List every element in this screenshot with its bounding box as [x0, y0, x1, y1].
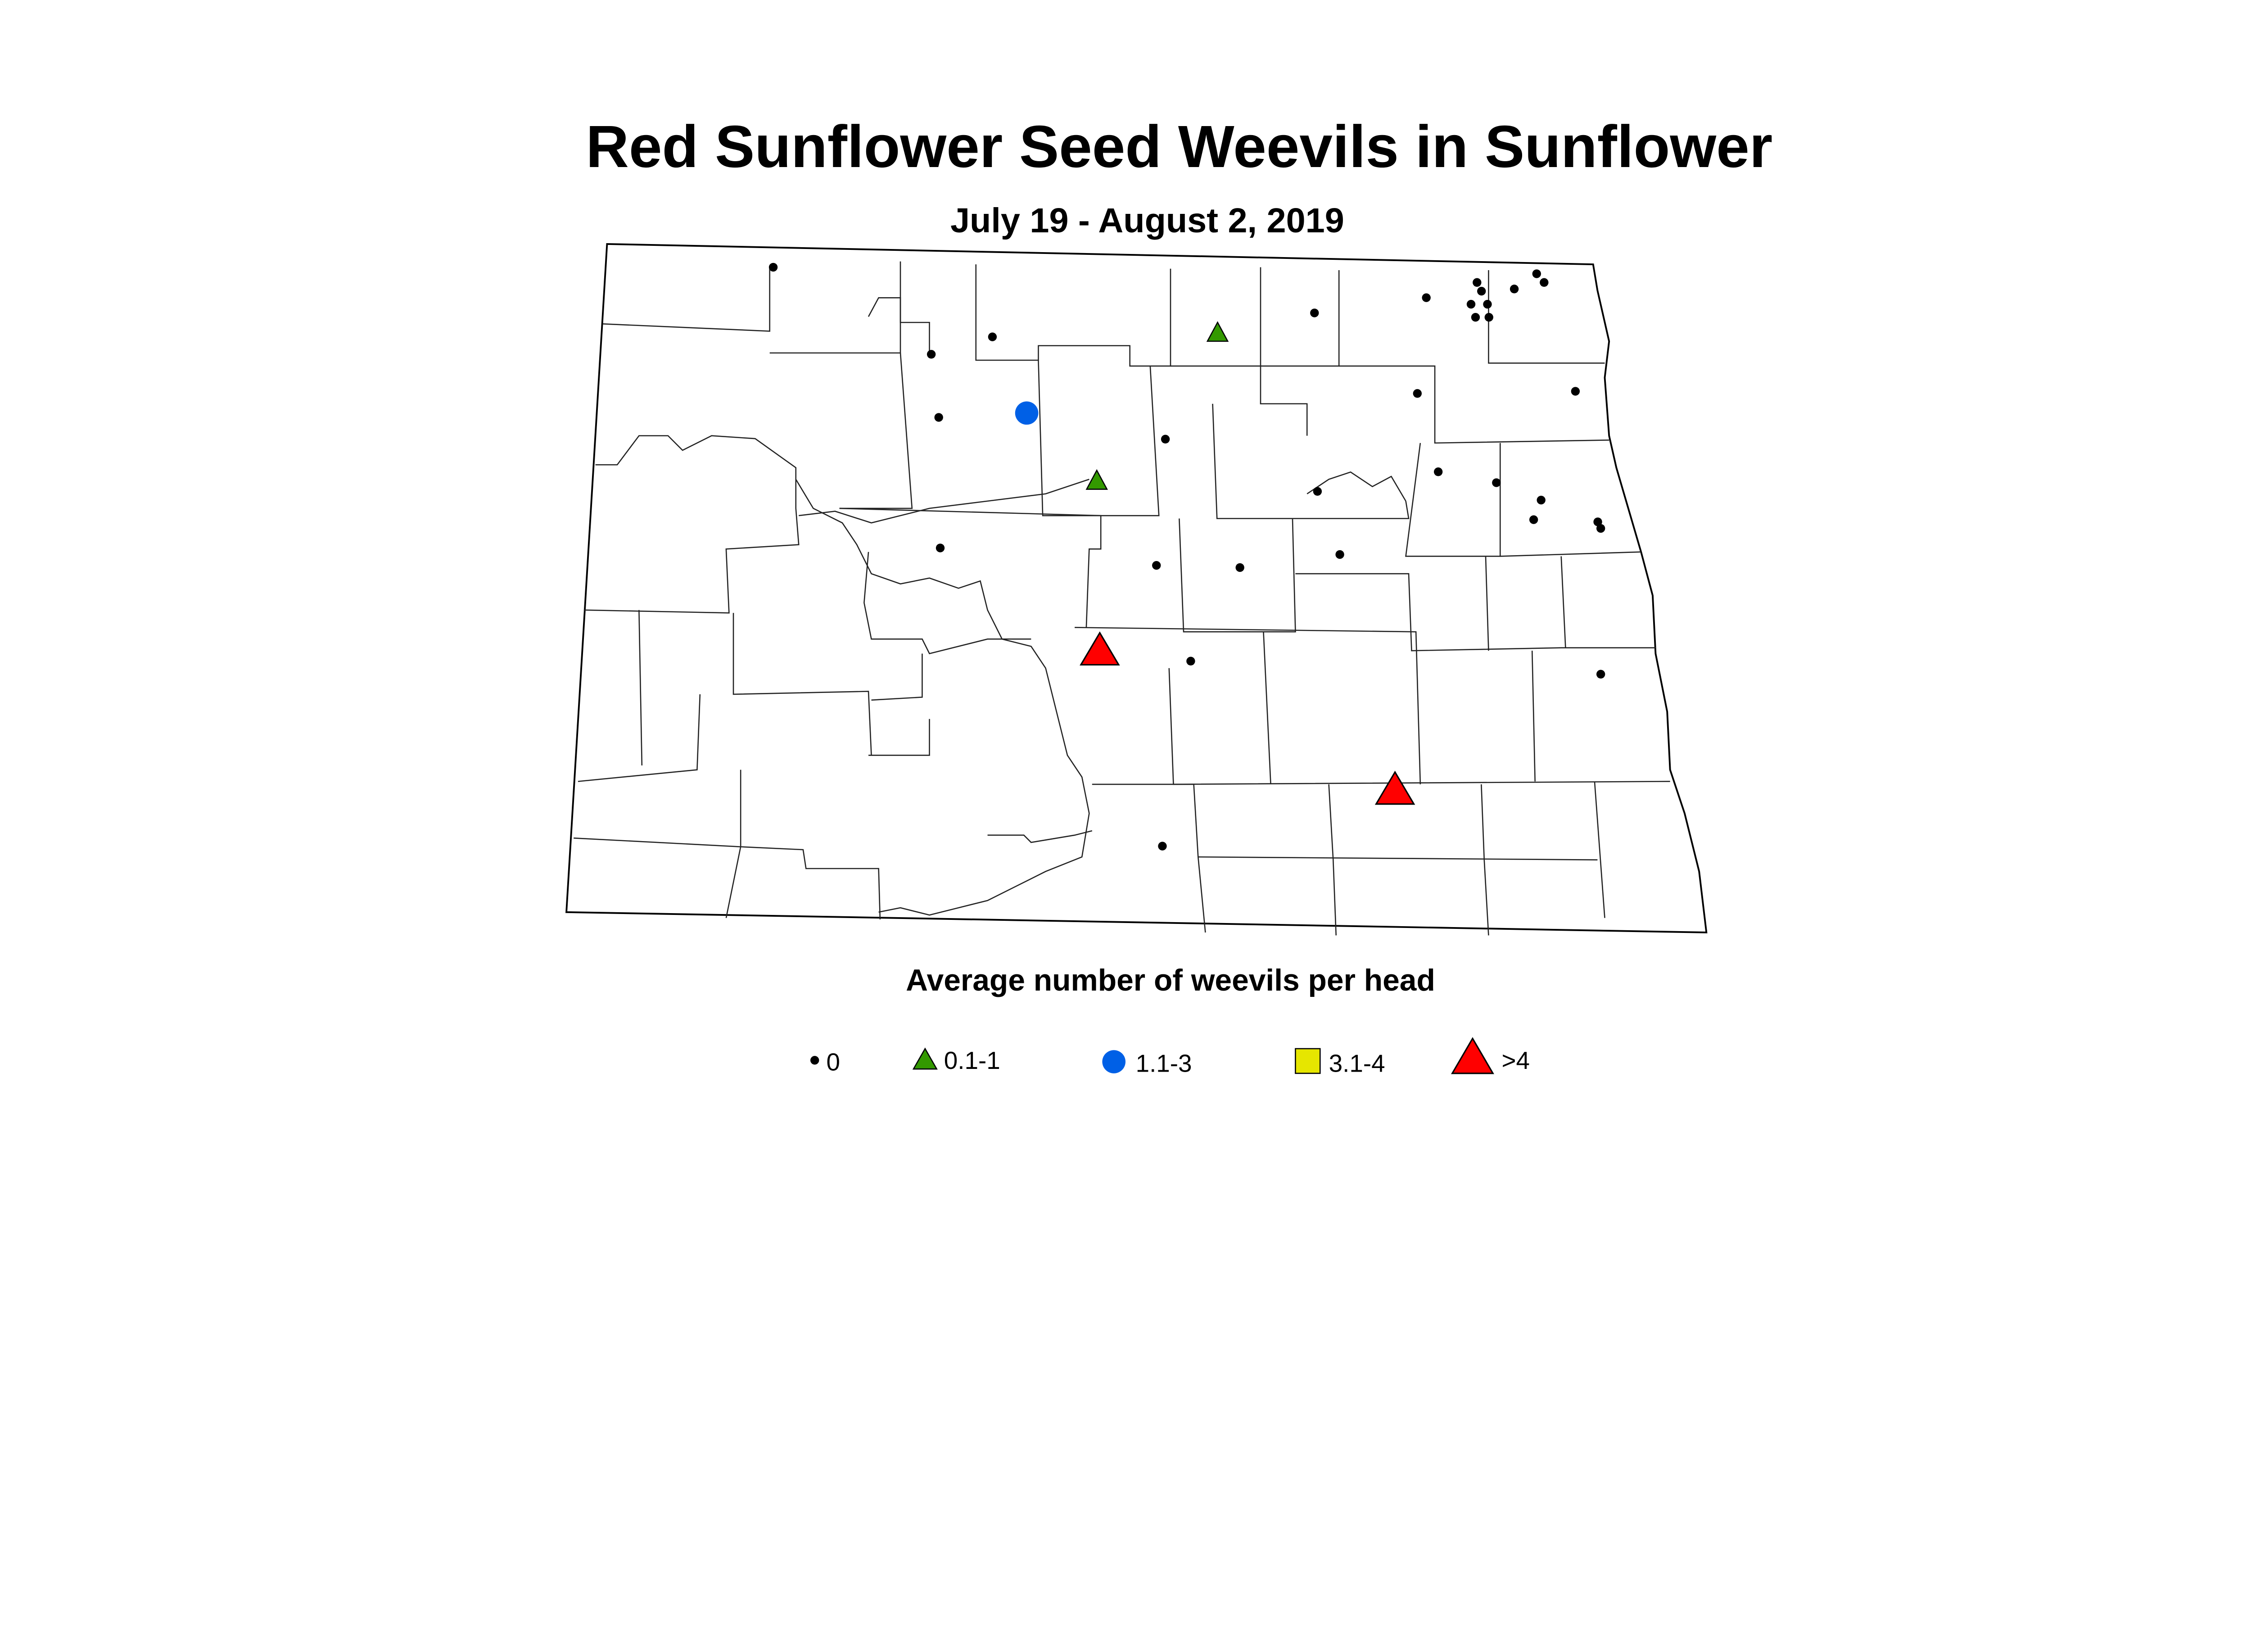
- site-zero-dot: [1473, 278, 1482, 287]
- site-zero-dot: [1433, 467, 1443, 476]
- lake-sakakawea: [799, 479, 1089, 524]
- missouri-river: [795, 479, 1090, 916]
- site-zero-dot: [1471, 313, 1480, 322]
- legend-label: >4: [1501, 1046, 1530, 1074]
- site-markers: [768, 263, 1605, 851]
- site-zero-dot: [1532, 269, 1541, 278]
- site-zero-dot: [768, 263, 778, 272]
- site-blue-circle: [1015, 401, 1039, 425]
- site-zero-dot: [927, 350, 936, 359]
- site-zero-dot: [934, 413, 943, 422]
- legend-title: Average number of weevils per head: [906, 964, 1435, 997]
- site-green-triangle: [1206, 321, 1229, 342]
- legend-item-3: 3.1-4: [1295, 1048, 1385, 1077]
- site-zero-dot: [1422, 293, 1431, 302]
- site-zero-dot: [1477, 287, 1486, 296]
- site-zero-dot: [1152, 561, 1161, 570]
- site-zero-dot: [1161, 434, 1170, 444]
- site-zero-dot: [988, 332, 997, 341]
- legend-label: 0: [826, 1048, 840, 1076]
- legend-item-4: >4: [1451, 1037, 1530, 1074]
- map-subtitle: July 19 - August 2, 2019: [950, 201, 1344, 240]
- site-zero-dot: [1596, 524, 1605, 533]
- site-zero-dot: [1484, 313, 1493, 322]
- legend-item-1: 0.1-1: [912, 1046, 1000, 1074]
- site-zero-dot: [1593, 517, 1602, 526]
- site-zero-dot: [1540, 278, 1549, 287]
- devils-lake: [1306, 471, 1406, 502]
- legend-green-triangle-icon: [912, 1047, 938, 1070]
- site-zero-dot: [1235, 563, 1244, 572]
- site-zero-dot: [1413, 389, 1422, 398]
- legend-label: 1.1-3: [1136, 1050, 1192, 1077]
- site-red-triangle: [1374, 770, 1415, 805]
- site-zero-dot: [1483, 300, 1492, 309]
- site-zero-dot: [1571, 387, 1580, 396]
- site-zero-dot: [1510, 285, 1519, 294]
- site-zero-dot: [1537, 496, 1546, 505]
- county-boundaries: [574, 261, 1670, 936]
- site-zero-dot: [1492, 478, 1501, 487]
- site-zero-dot: [1186, 656, 1195, 666]
- site-zero-dot: [1158, 842, 1167, 851]
- site-red-triangle: [1080, 631, 1120, 666]
- state-outline: [565, 243, 1708, 933]
- map-title: Red Sunflower Seed Weevils in Sunflower: [586, 113, 1772, 180]
- legend-label: 3.1-4: [1329, 1050, 1385, 1077]
- site-zero-dot: [1466, 300, 1476, 309]
- site-green-triangle: [1085, 469, 1108, 490]
- site-zero-dot: [936, 543, 945, 552]
- site-zero-dot: [1335, 550, 1344, 559]
- legend-item-2: 1.1-3: [1102, 1050, 1192, 1077]
- legend-yellow-square-icon: [1295, 1048, 1321, 1074]
- legend-red-triangle-icon: [1451, 1037, 1494, 1074]
- legend-item-0: 0: [810, 1048, 840, 1076]
- site-zero-dot: [1529, 515, 1538, 524]
- site-zero-dot: [1310, 308, 1319, 317]
- site-zero-dot: [1313, 487, 1322, 496]
- north-dakota-map: [565, 243, 1708, 936]
- site-zero-dot: [1596, 670, 1605, 679]
- legend-label: 0.1-1: [944, 1046, 1000, 1074]
- legend-dot-icon: [810, 1056, 819, 1065]
- legend-blue-circle-icon: [1102, 1050, 1126, 1073]
- map-figure: Red Sunflower Seed Weevils in Sunflower …: [565, 113, 1772, 1077]
- legend: 0 0.1-1 1.1-3 3.1-4 >4: [810, 1037, 1530, 1077]
